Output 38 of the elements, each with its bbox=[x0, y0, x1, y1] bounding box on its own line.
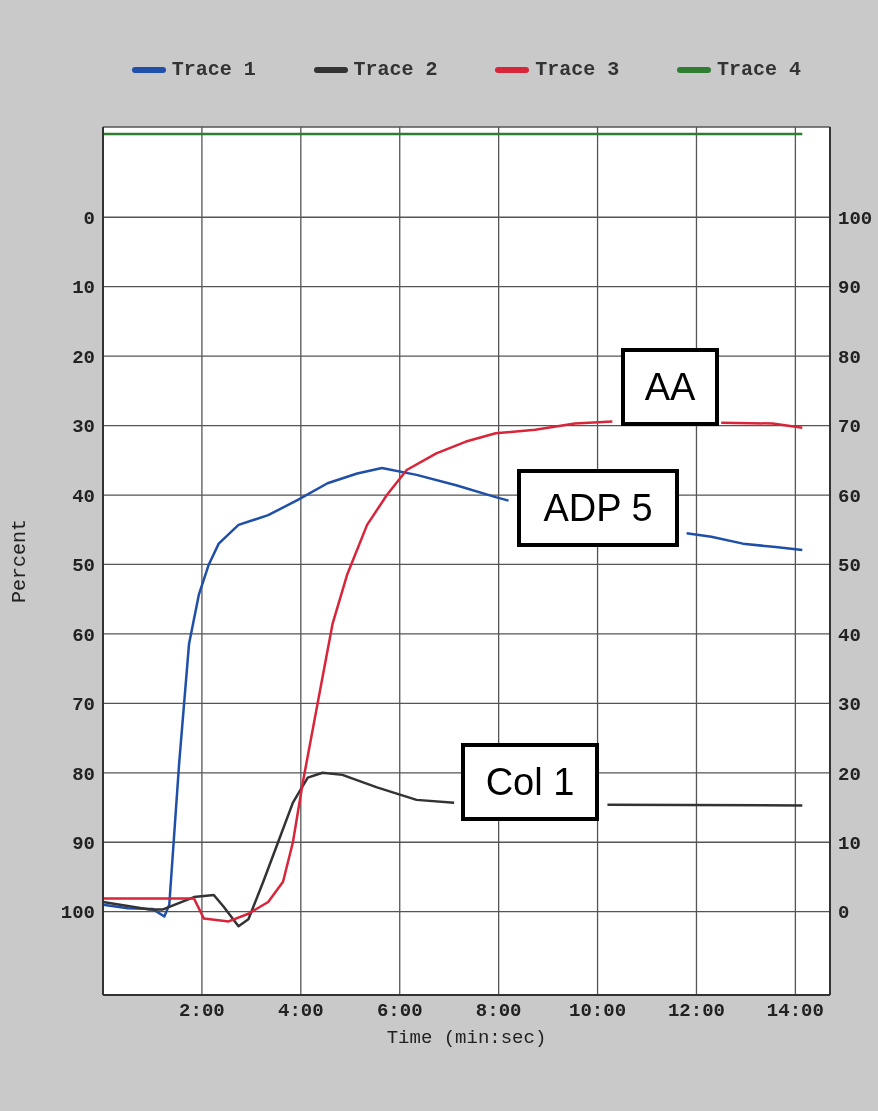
annotation: Col 1 bbox=[461, 743, 599, 821]
x-tick-label: 8:00 bbox=[475, 1000, 522, 1023]
y2-tick-label: 0 bbox=[838, 902, 850, 925]
y2-tick-label: 50 bbox=[838, 555, 861, 578]
x-tick-label: 2:00 bbox=[179, 1000, 225, 1023]
x-axis-title: Time (min:sec) bbox=[386, 1027, 547, 1049]
y2-tick-label: 90 bbox=[838, 277, 861, 300]
y-tick-label: 80 bbox=[72, 763, 95, 786]
y2-tick-label: 20 bbox=[838, 763, 861, 786]
legend-label: Trace 2 bbox=[353, 58, 438, 81]
y2-tick-label: 100 bbox=[838, 208, 873, 231]
y2-tick-label: 60 bbox=[838, 485, 861, 508]
annotation: AA bbox=[621, 348, 719, 426]
y2-tick-label: 40 bbox=[838, 624, 861, 647]
legend-label: Trace 3 bbox=[535, 58, 620, 81]
y-tick-label: 90 bbox=[72, 832, 95, 855]
y-tick-label: 20 bbox=[72, 346, 95, 369]
y-tick-label: 50 bbox=[72, 555, 95, 578]
y-axis-title: Percent bbox=[8, 518, 32, 604]
x-tick-label: 4:00 bbox=[278, 1000, 324, 1023]
y2-tick-label: 80 bbox=[838, 346, 861, 369]
y-tick-label: 30 bbox=[72, 416, 95, 439]
y2-tick-label: 10 bbox=[838, 832, 861, 855]
y-tick-label: 10 bbox=[72, 277, 95, 300]
legend-label: Trace 1 bbox=[171, 58, 256, 81]
y-tick-label: 0 bbox=[83, 208, 95, 231]
y-tick-label: 40 bbox=[72, 485, 95, 508]
y-tick-label: 100 bbox=[60, 902, 95, 925]
y2-tick-label: 30 bbox=[838, 694, 861, 717]
legend-label: Trace 4 bbox=[717, 58, 802, 81]
y2-tick-label: 70 bbox=[838, 416, 861, 439]
x-tick-label: 10:00 bbox=[569, 1000, 627, 1023]
y-tick-label: 60 bbox=[72, 624, 95, 647]
x-tick-label: 14:00 bbox=[766, 1000, 824, 1023]
x-tick-label: 6:00 bbox=[376, 1000, 423, 1023]
y-tick-label: 70 bbox=[72, 694, 95, 717]
annotation: ADP 5 bbox=[517, 469, 679, 547]
x-tick-label: 12:00 bbox=[667, 1000, 725, 1023]
